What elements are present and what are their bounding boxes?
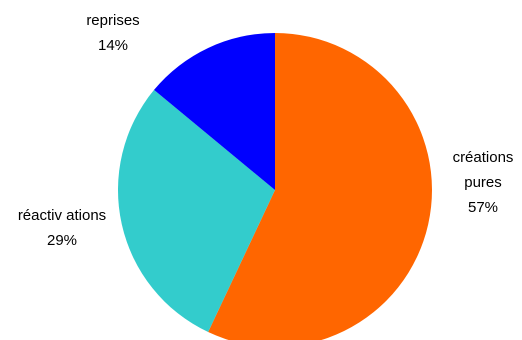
pie-slice-0 [208,33,432,340]
pie-slice-percent: 14% [98,37,128,54]
pie-slice-name: réactiv ations [18,207,106,224]
pie-slice-label-1: réactiv ations 29% [18,207,106,249]
pie-slice-2 [154,33,275,190]
pie-slice-label-2: reprises 14% [86,12,139,54]
pie-slice-1 [117,89,275,333]
pie-slice-percent: 57% [468,199,498,216]
pie-slice-name: pures [464,174,502,191]
pie-labels: créations pures 57% réactiv ations 29% repris… [18,12,514,249]
pie-slice-label-0: créations pures 57% [453,149,514,216]
pie-slices [117,33,432,340]
pie-slice-name: reprises [86,12,139,29]
pie-slice-percent: 29% [47,232,77,249]
pie-slice-name: créations [453,149,514,166]
